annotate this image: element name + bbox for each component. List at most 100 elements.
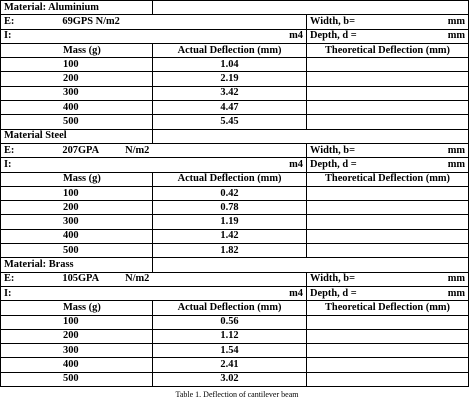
table-row: 300 3.42 xyxy=(0,85,469,102)
col-theoretical-header: Theoretical Deflection (mm) xyxy=(306,300,469,316)
theoretical-deflection-cell xyxy=(306,57,469,73)
actual-deflection-cell: 1.54 xyxy=(152,343,307,359)
inertia-unit: m4 xyxy=(289,287,303,299)
width-unit: mm xyxy=(447,273,465,285)
modulus-row: E: 105GPA N/m2 Width, b= mm xyxy=(0,271,469,287)
actual-deflection-cell: 3.42 xyxy=(152,85,307,102)
modulus-cell: E: 207GPA N/m2 xyxy=(0,142,307,159)
actual-deflection-cell: 2.19 xyxy=(152,71,307,87)
theoretical-deflection-cell xyxy=(306,100,469,116)
modulus-row: E: 207GPA N/m2 Width, b= mm xyxy=(0,142,469,159)
modulus-label: E: xyxy=(4,144,15,156)
table-row: 400 1.42 xyxy=(0,228,469,245)
table-row: 300 1.19 xyxy=(0,214,469,230)
depth-label: Depth, d = xyxy=(310,287,357,299)
depth-cell: Depth, d = mm xyxy=(306,157,469,173)
theoretical-deflection-cell xyxy=(306,371,469,388)
depth-unit: mm xyxy=(447,287,465,299)
actual-deflection-cell: 2.41 xyxy=(152,357,307,373)
table-row: 200 0.78 xyxy=(0,200,469,216)
actual-deflection-cell: 0.42 xyxy=(152,185,307,202)
actual-deflection-cell: 0.78 xyxy=(152,200,307,216)
modulus-cell: E: 105GPA N/m2 xyxy=(0,271,307,287)
actual-deflection-cell: 3.02 xyxy=(152,371,307,388)
modulus-value: 69GPS N/m2 xyxy=(62,15,120,27)
depth-unit: mm xyxy=(447,30,465,42)
mass-cell: 400 xyxy=(0,357,153,373)
modulus-unit: N/m2 xyxy=(125,273,150,285)
theoretical-deflection-cell xyxy=(306,71,469,87)
table-row: 500 1.82 xyxy=(0,243,469,259)
material-row: Material Steel xyxy=(0,128,469,144)
material-blank xyxy=(152,257,469,273)
theoretical-deflection-cell xyxy=(306,85,469,102)
actual-deflection-cell: 1.04 xyxy=(152,57,307,73)
col-theoretical-header: Theoretical Deflection (mm) xyxy=(306,171,469,187)
table-row: 300 1.54 xyxy=(0,343,469,359)
material-blank xyxy=(152,0,469,16)
mass-cell: 500 xyxy=(0,371,153,388)
table-row: 200 2.19 xyxy=(0,71,469,87)
column-header-row: Mass (g) Actual Deflection (mm) Theoretica… xyxy=(0,171,469,187)
table-row: 100 0.42 xyxy=(0,185,469,202)
width-label: Width, b= xyxy=(310,144,356,156)
modulus-label: E: xyxy=(4,273,15,285)
inertia-unit: m4 xyxy=(289,30,303,42)
inertia-row: I: m4 Depth, d = mm xyxy=(0,157,469,173)
material-row: Material: Aluminium xyxy=(0,0,469,16)
mass-cell: 300 xyxy=(0,214,153,230)
modulus-cell: E: 69GPS N/m2 xyxy=(0,14,307,30)
width-cell: Width, b= mm xyxy=(306,14,469,30)
modulus-unit: N/m2 xyxy=(125,144,150,156)
col-actual-header: Actual Deflection (mm) xyxy=(152,42,307,59)
actual-deflection-cell: 4.47 xyxy=(152,100,307,116)
column-header-row: Mass (g) Actual Deflection (mm) Theoretica… xyxy=(0,42,469,59)
width-unit: mm xyxy=(447,144,465,156)
col-actual-header: Actual Deflection (mm) xyxy=(152,300,307,316)
theoretical-deflection-cell xyxy=(306,114,469,130)
width-label: Width, b= xyxy=(310,273,356,285)
table-row: 200 1.12 xyxy=(0,328,469,345)
actual-deflection-cell: 1.12 xyxy=(152,328,307,345)
depth-cell: Depth, d = mm xyxy=(306,285,469,302)
depth-label: Depth, d = xyxy=(310,30,357,42)
material-label: Material Steel xyxy=(0,128,153,144)
width-label: Width, b= xyxy=(310,15,356,27)
mass-cell: 400 xyxy=(0,228,153,245)
mass-cell: 400 xyxy=(0,100,153,116)
actual-deflection-cell: 0.56 xyxy=(152,314,307,330)
actual-deflection-cell: 1.82 xyxy=(152,243,307,259)
material-blank xyxy=(152,128,469,144)
col-mass-header: Mass (g) xyxy=(0,42,153,59)
width-cell: Width, b= mm xyxy=(306,142,469,159)
table-row: 400 4.47 xyxy=(0,100,469,116)
mass-cell: 200 xyxy=(0,71,153,87)
inertia-row: I: m4 Depth, d = mm xyxy=(0,285,469,302)
table-row: 400 2.41 xyxy=(0,357,469,373)
theoretical-deflection-cell xyxy=(306,228,469,245)
width-unit: mm xyxy=(447,15,465,27)
modulus-row: E: 69GPS N/m2 Width, b= mm xyxy=(0,14,469,30)
mass-cell: 500 xyxy=(0,114,153,130)
col-mass-header: Mass (g) xyxy=(0,171,153,187)
table-caption: Table 1. Deflection of cantilever beam xyxy=(175,390,299,399)
actual-deflection-cell: 1.19 xyxy=(152,214,307,230)
modulus-value: 207GPA xyxy=(62,144,100,156)
mass-cell: 100 xyxy=(0,185,153,202)
mass-cell: 100 xyxy=(0,57,153,73)
depth-unit: mm xyxy=(447,158,465,170)
modulus-label: E: xyxy=(4,15,15,27)
actual-deflection-cell: 1.42 xyxy=(152,228,307,245)
mass-cell: 300 xyxy=(0,343,153,359)
theoretical-deflection-cell xyxy=(306,214,469,230)
depth-cell: Depth, d = mm xyxy=(306,28,469,44)
material-label: Material: Aluminium xyxy=(0,0,153,16)
mass-cell: 300 xyxy=(0,85,153,102)
theoretical-deflection-cell xyxy=(306,185,469,202)
theoretical-deflection-cell xyxy=(306,357,469,373)
inertia-cell: I: m4 xyxy=(0,157,307,173)
table-row: 100 0.56 xyxy=(0,314,469,330)
mass-cell: 100 xyxy=(0,314,153,330)
col-theoretical-header: Theoretical Deflection (mm) xyxy=(306,42,469,59)
col-mass-header: Mass (g) xyxy=(0,300,153,316)
